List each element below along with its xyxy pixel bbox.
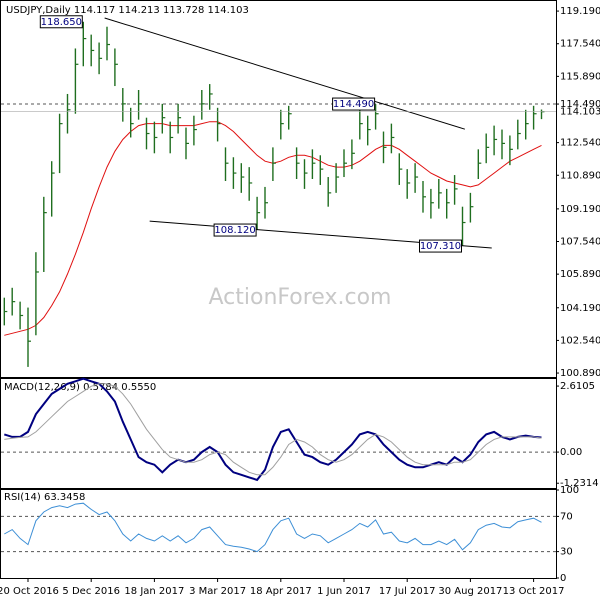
- y-tick-label: 107.540: [560, 237, 600, 248]
- y-tick-label: 100: [560, 485, 579, 496]
- indicator-line: [4, 383, 542, 476]
- y-tick-label: 119.190: [560, 6, 600, 17]
- price-panel: [0, 0, 557, 378]
- y-tick-label: 115.890: [560, 71, 600, 82]
- annotation-label: 107.310: [420, 241, 461, 252]
- macd-panel: [0, 378, 557, 489]
- indicator-line: [3, 377, 542, 482]
- chart-title: USDJPY,Daily 114.117 114.213 113.728 114…: [6, 5, 249, 16]
- y-tick-label: 117.540: [560, 39, 600, 50]
- y-tick-label: 109.190: [560, 204, 600, 215]
- macd-title: MACD(12,26,9) 0.5784 0.5550: [4, 382, 156, 393]
- x-tick-label: 3 Mar 2017: [189, 586, 246, 597]
- x-tick-label: 18 Apr 2017: [250, 586, 312, 597]
- rsi-panel: [0, 489, 557, 579]
- y-tick-label: 102.540: [560, 335, 600, 346]
- x-tick-label: 20 Oct 2016: [0, 586, 59, 597]
- x-tick-label: 30 Aug 2017: [438, 586, 502, 597]
- y-tick-label: 105.890: [560, 269, 600, 280]
- annotation-box: [332, 97, 376, 111]
- x-tick-label: 1 Jun 2017: [317, 586, 371, 597]
- y-tick-label: 70: [560, 511, 573, 522]
- rsi-title: RSI(14) 63.3458: [4, 492, 85, 503]
- y-tick-label: -1.2314: [560, 478, 599, 489]
- annotation-label: 114.490: [333, 99, 374, 110]
- y-tick-label: 104.190: [560, 303, 600, 314]
- indicator-line: [4, 502, 542, 553]
- annotation-box: [419, 239, 462, 253]
- x-tick-label: 18 Jan 2017: [124, 586, 184, 597]
- y-tick-label: 2.6105: [560, 381, 595, 392]
- y-tick-label: 0.00: [560, 447, 582, 458]
- y-tick-label: 112.540: [560, 138, 600, 149]
- y-tick-label: 30: [560, 547, 573, 558]
- y-tick-label: 0: [560, 573, 566, 584]
- x-tick-label: 17 Jul 2017: [379, 586, 436, 597]
- y-tick-label: 100.890: [560, 368, 600, 379]
- level-label: 114.490: [560, 99, 600, 110]
- annotation-box: [213, 223, 257, 237]
- x-tick-label: 5 Dec 2016: [62, 586, 120, 597]
- trendline: [104, 17, 466, 130]
- y-tick-label: 110.890: [560, 170, 600, 181]
- annotation-box: [39, 15, 83, 29]
- watermark: ActionForex.com: [209, 285, 392, 310]
- annotation-label: 108.120: [214, 225, 255, 236]
- x-tick-label: 13 Oct 2017: [503, 586, 565, 597]
- price-marker-label: 114.103: [560, 107, 600, 118]
- annotation-label: 118.650: [41, 17, 82, 28]
